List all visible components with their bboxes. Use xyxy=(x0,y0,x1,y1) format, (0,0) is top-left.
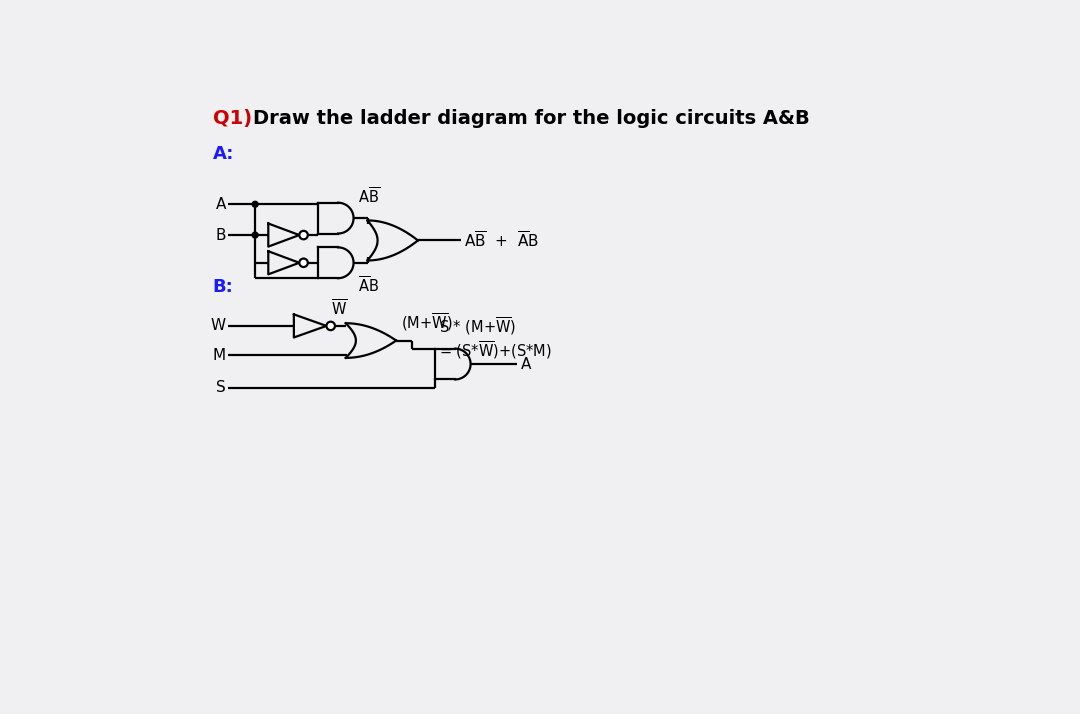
Text: S * (M+$\mathregular{\overline{W}}$): S * (M+$\mathregular{\overline{W}}$) xyxy=(438,316,516,338)
Text: (M+$\mathregular{\overline{W}}$): (M+$\mathregular{\overline{W}}$) xyxy=(401,311,453,333)
Text: Q1): Q1) xyxy=(213,109,252,128)
Circle shape xyxy=(326,322,335,330)
Text: = (S*$\mathregular{\overline{W}}$)+(S*M): = (S*$\mathregular{\overline{W}}$)+(S*M) xyxy=(438,339,552,361)
Text: $\mathregular{\overline{A}}$B: $\mathregular{\overline{A}}$B xyxy=(359,275,379,296)
Text: M: M xyxy=(213,348,226,363)
Text: W: W xyxy=(211,318,226,333)
Text: Draw the ladder diagram for the logic circuits A&B: Draw the ladder diagram for the logic ci… xyxy=(253,109,810,128)
Text: B:: B: xyxy=(213,278,233,296)
Text: $\mathregular{\overline{W}}$: $\mathregular{\overline{W}}$ xyxy=(332,298,348,318)
Text: A:: A: xyxy=(213,145,234,164)
Text: A: A xyxy=(521,356,531,371)
Text: S: S xyxy=(216,380,226,395)
Circle shape xyxy=(299,231,308,239)
Circle shape xyxy=(253,201,258,207)
Circle shape xyxy=(253,232,258,238)
Text: B: B xyxy=(216,228,227,243)
Text: A$\mathregular{\overline{B}}$  +  $\mathregular{\overline{A}}$B: A$\mathregular{\overline{B}}$ + $\mathre… xyxy=(464,231,539,251)
Text: A: A xyxy=(216,197,227,212)
Text: A$\mathregular{\overline{B}}$: A$\mathregular{\overline{B}}$ xyxy=(359,186,380,206)
Circle shape xyxy=(299,258,308,267)
